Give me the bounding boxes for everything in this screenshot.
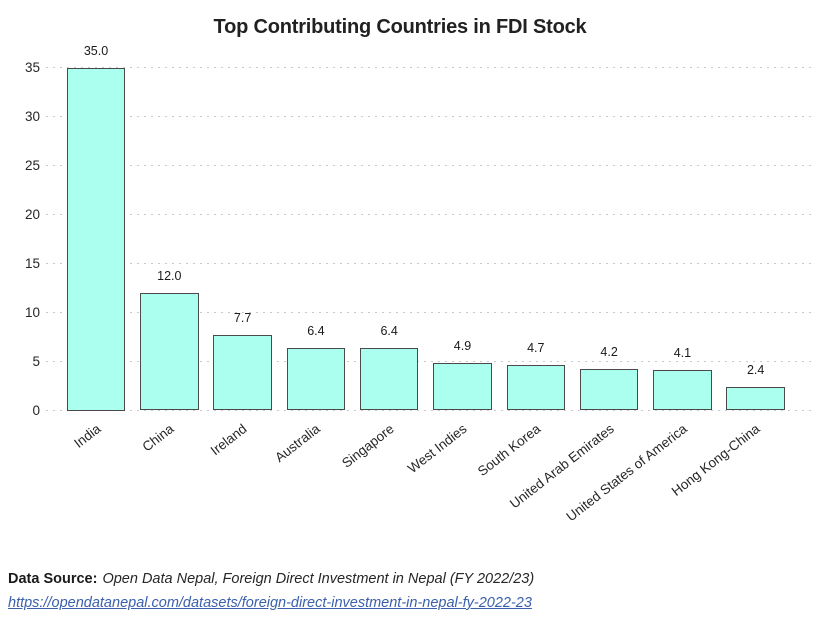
y-tick-label: 20 (24, 206, 40, 222)
y-tick-label: 10 (24, 304, 40, 320)
data-source-citation: Open Data Nepal, Foreign Direct Investme… (102, 571, 535, 587)
gridline (46, 263, 815, 265)
x-tick-label: United States of America (563, 420, 690, 524)
x-tick-label: Singapore (338, 420, 397, 471)
bar (726, 387, 785, 411)
y-tick-label: 0 (32, 402, 40, 418)
y-tick-label: 30 (24, 108, 40, 124)
bar (286, 347, 346, 411)
bar-value-label: 6.4 (307, 323, 325, 338)
data-source: Data Source: Open Data Nepal, Foreign Dir… (8, 568, 534, 616)
bar-value-label: 35.0 (83, 44, 109, 58)
gridline (46, 409, 815, 412)
bar (140, 293, 199, 411)
bar-value-label: 12.0 (157, 269, 182, 284)
bar-value-label: 6.4 (380, 323, 398, 338)
bar-value-label: 4.1 (673, 346, 692, 361)
bar (359, 347, 419, 411)
data-source-label: Data Source: (8, 571, 98, 587)
gridline (46, 165, 815, 168)
bar-value-label: 4.2 (600, 345, 618, 360)
gridline (46, 360, 815, 363)
y-tick-label: 35 (24, 60, 40, 75)
chart-title: Top Contributing Countries in FDI Stock (213, 16, 587, 39)
bar (653, 370, 712, 411)
x-tick-label: West Indies (405, 420, 470, 476)
x-tick-label: Ireland (208, 420, 250, 458)
x-tick-label: South Korea (474, 420, 544, 479)
bar-value-label: 4.9 (453, 338, 472, 353)
bar-value-label: 2.4 (746, 363, 765, 377)
bar (506, 364, 566, 411)
x-tick-label: China (139, 420, 177, 455)
gridline (46, 311, 815, 314)
bar (579, 369, 639, 411)
x-tick-label: India (70, 420, 104, 451)
x-tick-label: Australia (272, 420, 324, 465)
gridline (46, 67, 815, 70)
bar (66, 68, 126, 411)
bar (433, 362, 492, 411)
y-tick-label: 15 (24, 255, 40, 271)
data-source-link[interactable]: https://opendatanepal.com/datasets/forei… (8, 594, 532, 611)
y-tick-label: 25 (24, 157, 40, 173)
gridline (46, 214, 815, 217)
bar-value-label: 7.7 (233, 311, 252, 326)
bar-value-label: 4.7 (527, 340, 545, 355)
bar (213, 335, 272, 411)
y-tick-label: 5 (32, 353, 40, 369)
gridline (46, 116, 815, 119)
